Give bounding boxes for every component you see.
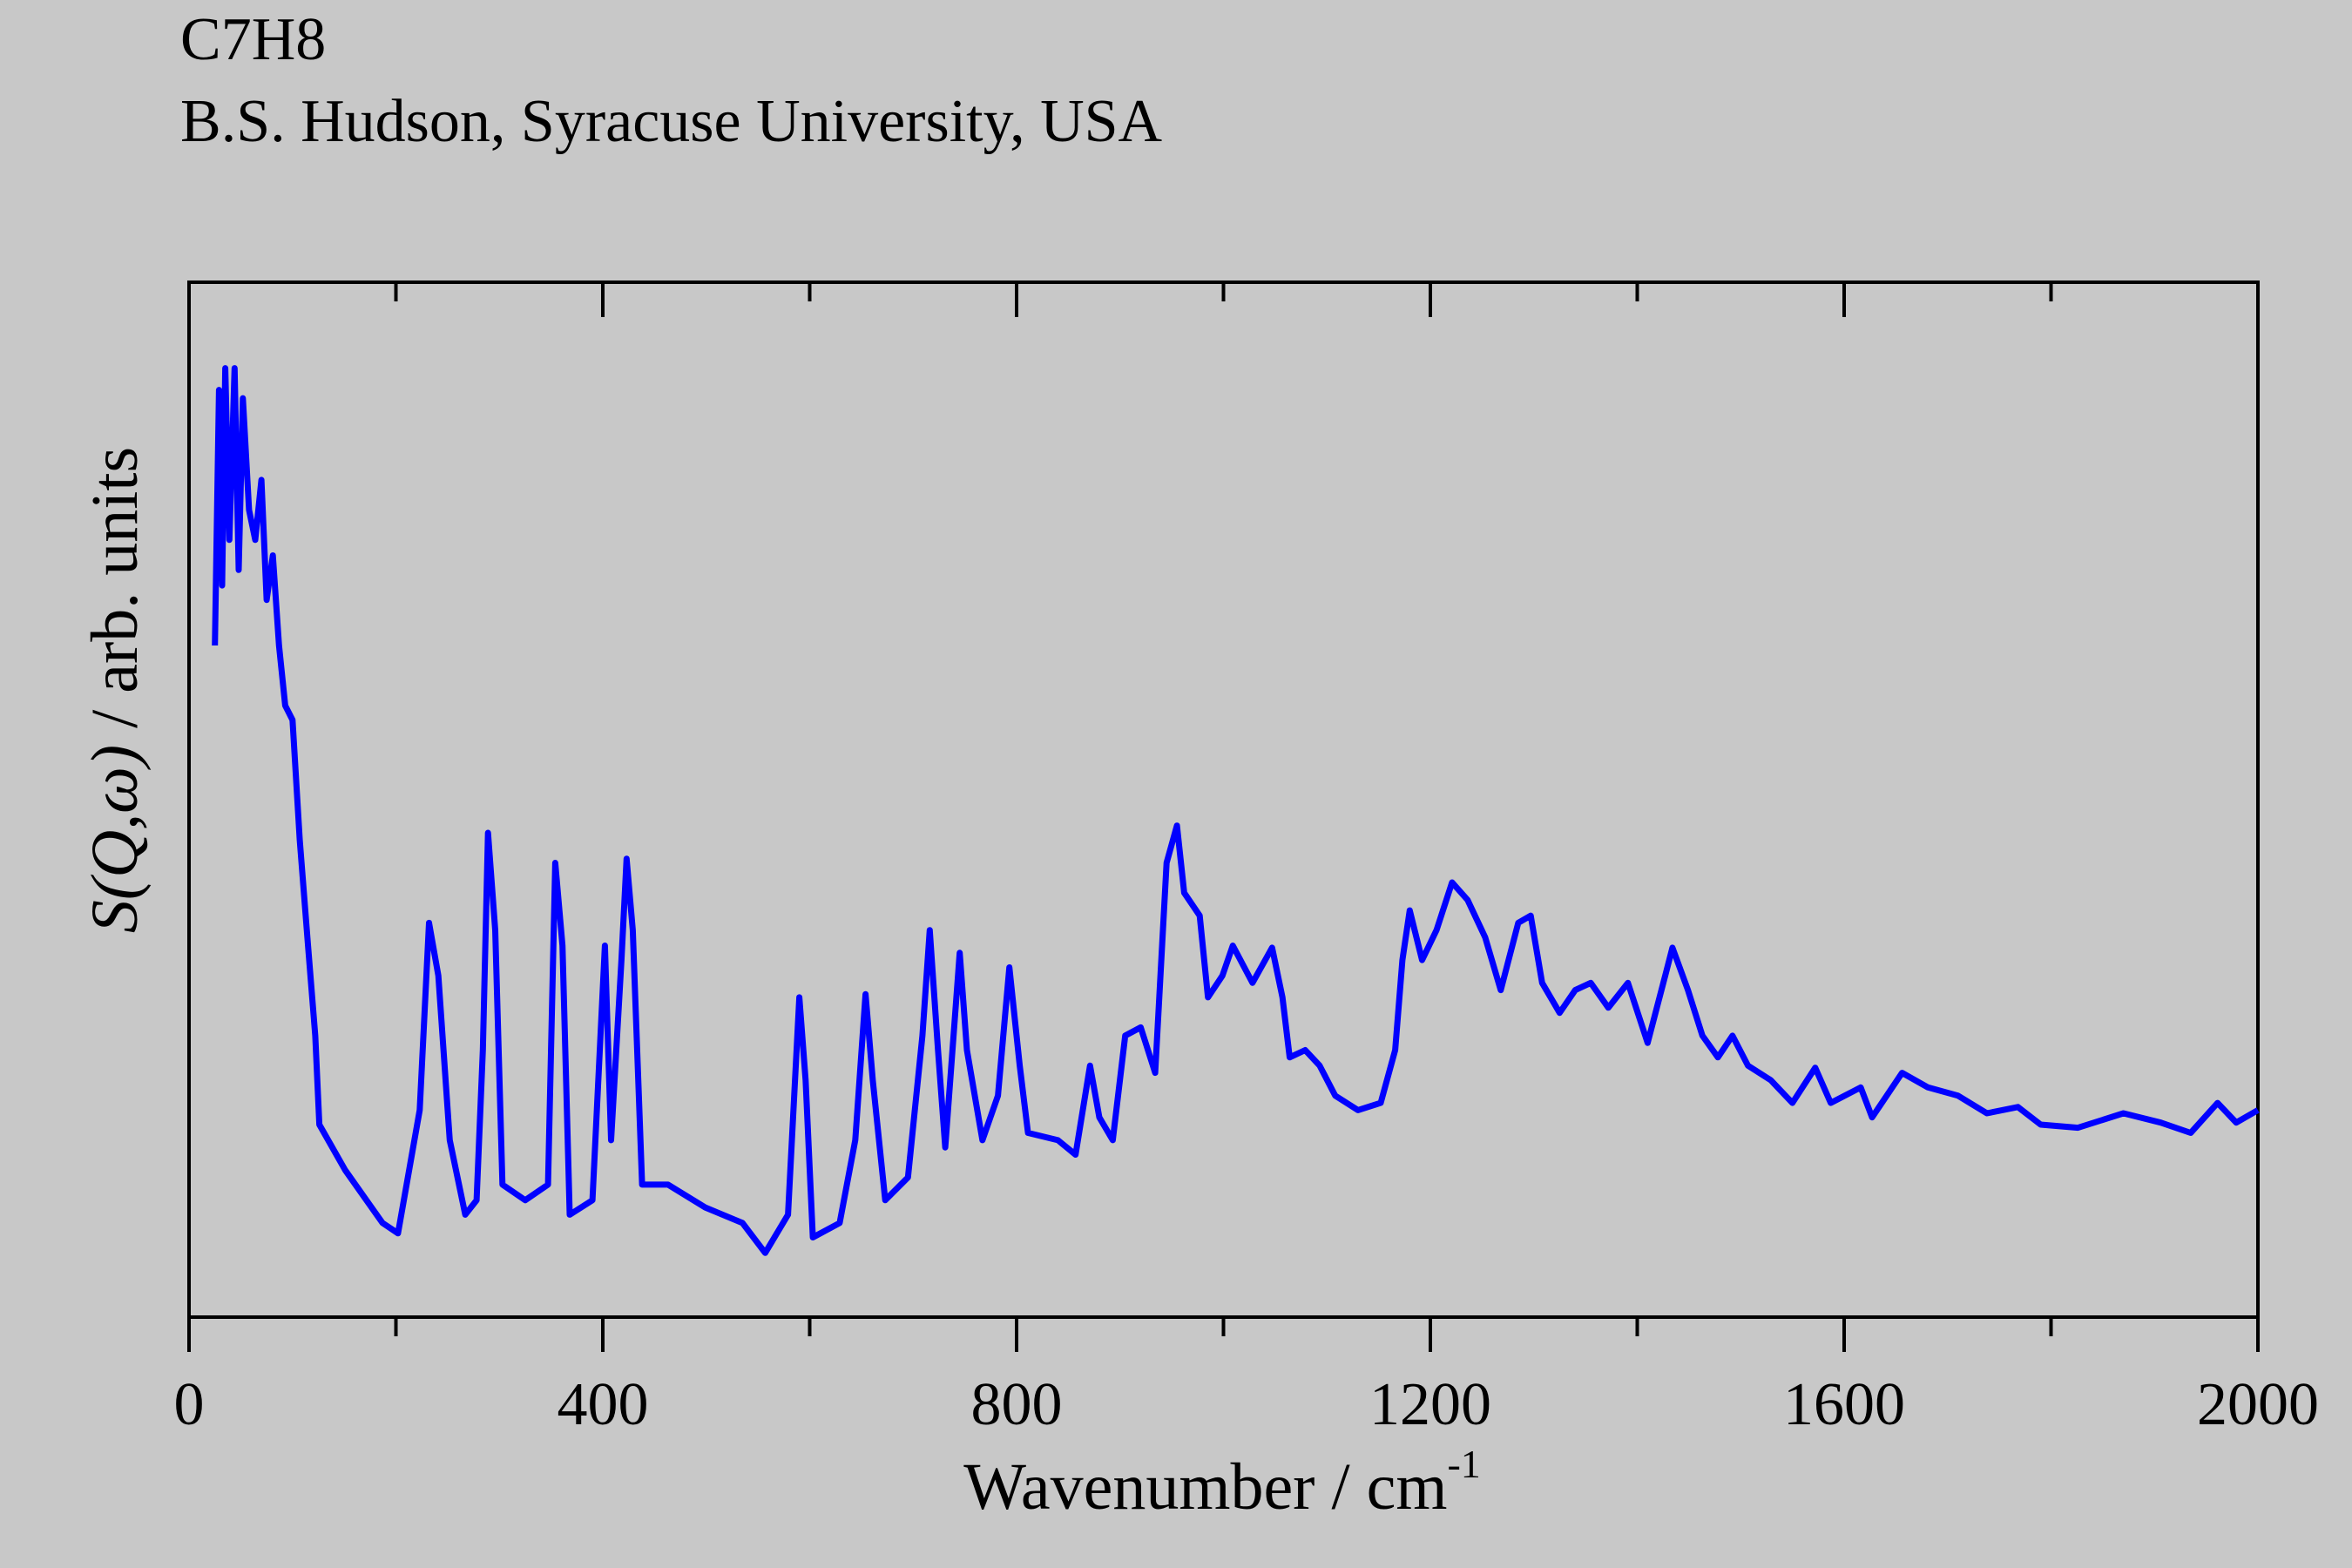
x-tick-label: 1600 <box>1783 1371 1905 1438</box>
x-tick-label: 2000 <box>2197 1371 2319 1438</box>
x-axis-label-text: Wavenumber / cm <box>963 1450 1447 1524</box>
x-tick-label: 0 <box>174 1371 205 1438</box>
x-tick-label: 400 <box>558 1371 649 1438</box>
chart-title: C7H8 <box>180 6 326 73</box>
y-axis-label: S(Q,ω) / arb. units <box>78 447 152 933</box>
y-axis-label-symbol: S(Q,ω) <box>78 745 152 933</box>
chart-subtitle: B.S. Hudson, Syracuse University, USA <box>180 88 1163 155</box>
x-tick-label: 1200 <box>1369 1371 1491 1438</box>
spectrum-line <box>212 365 2260 1256</box>
x-tick-label: 800 <box>971 1371 1063 1438</box>
y-axis-label-text: / arb. units <box>78 447 152 745</box>
x-axis-label-superscript: -1 <box>1447 1442 1480 1486</box>
x-axis-label: Wavenumber / cm-1 <box>963 1442 1481 1524</box>
